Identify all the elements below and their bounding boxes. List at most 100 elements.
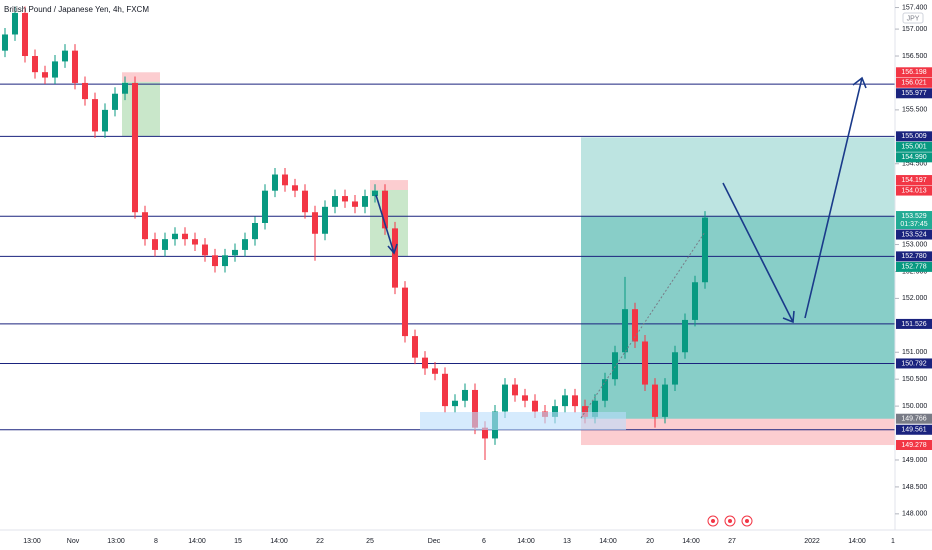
- price-badge: [896, 424, 932, 435]
- price-badge: [896, 358, 932, 369]
- y-tick-label: 148.000: [902, 511, 927, 518]
- candle-body: [132, 82, 138, 213]
- price-badge-label: 154.013: [901, 187, 926, 194]
- price-badge: [896, 251, 932, 262]
- time-axis: [0, 530, 932, 550]
- price-badge: [896, 318, 932, 329]
- candle-body: [32, 56, 38, 73]
- candle-body: [12, 12, 18, 35]
- candle-body: [362, 196, 368, 207]
- candle-body: [632, 309, 638, 342]
- candle-body: [512, 384, 518, 396]
- candle-body: [322, 206, 328, 234]
- x-tick-label: 14:00: [188, 538, 206, 545]
- x-tick-label: 14:00: [848, 538, 866, 545]
- candle-body: [162, 239, 168, 250]
- candle-body: [2, 34, 8, 51]
- candle-body: [502, 384, 508, 412]
- price-badge-label: 155.977: [901, 90, 926, 97]
- y-tick-label: 154.500: [902, 161, 927, 168]
- target-zone: [581, 137, 895, 419]
- price-badge: [896, 131, 932, 142]
- candle-body: [552, 406, 558, 417]
- price-badge: [896, 229, 932, 240]
- price-badge-label: 153.529: [901, 213, 926, 220]
- price-badge-label: 151.526: [901, 321, 926, 328]
- chart-title: British Pound / Japanese Yen, 4h, FXCM: [4, 5, 149, 14]
- price-badge-label: 149.561: [901, 427, 926, 434]
- y-tick-label: 150.500: [902, 376, 927, 383]
- candle-body: [612, 352, 618, 380]
- levels: [0, 83, 895, 431]
- entry-trend-line: [580, 231, 706, 419]
- price-badge: [896, 77, 932, 88]
- profit-zone: [581, 216, 895, 419]
- y-tick-label: 155.500: [902, 107, 927, 114]
- overlay: [375, 76, 867, 527]
- y-tick-label: 148.500: [902, 484, 927, 491]
- candle-body: [652, 384, 658, 417]
- candle-body: [172, 233, 178, 240]
- x-tick-label: 13: [563, 538, 571, 545]
- stop-zone: [581, 418, 895, 446]
- x-tick-label: 13:00: [107, 538, 125, 545]
- x-tick-label: 22: [316, 538, 324, 545]
- candle-body: [582, 406, 588, 417]
- x-tick-label: 14:00: [682, 538, 700, 545]
- price-badge-label: 149.278: [901, 442, 926, 449]
- target-zone: [370, 189, 408, 257]
- axis-labels: 157.400 157.000 156.500 155.500 154.500 153.0…: [23, 4, 932, 545]
- candle-body: [422, 357, 428, 369]
- candle-body: [112, 93, 118, 110]
- price-badge-label: 149.766: [901, 416, 926, 423]
- candle-body: [152, 239, 158, 250]
- candle-body: [702, 217, 708, 283]
- x-tick-label: 15: [234, 538, 242, 545]
- price-badge: [896, 211, 932, 230]
- candle-body: [642, 341, 648, 385]
- x-tick-label: 8: [154, 538, 158, 545]
- candle-body: [252, 222, 258, 240]
- currency-box[interactable]: [902, 12, 924, 24]
- candle-body: [182, 233, 188, 240]
- price-badge: [896, 141, 932, 152]
- candle-body: [122, 82, 128, 94]
- support-zone: [420, 412, 626, 430]
- price-badge-label: 154.990: [901, 154, 926, 161]
- candle-body: [272, 174, 278, 191]
- event-icons[interactable]: [707, 515, 753, 527]
- x-tick-label: 25: [366, 538, 374, 545]
- price-badge-label: 150.792: [901, 360, 926, 367]
- price-badge: [896, 440, 932, 451]
- price-badge: [896, 413, 932, 424]
- price-badge-label: 156.021: [901, 80, 926, 87]
- stop-zone: [122, 72, 160, 82]
- candle-body: [382, 190, 388, 229]
- y-tick-label: 151.000: [902, 349, 927, 356]
- candle-body: [402, 287, 408, 337]
- candle-body: [22, 12, 28, 57]
- candle-body: [572, 395, 578, 407]
- y-tick-label: 153.000: [902, 241, 927, 248]
- candle-body: [72, 50, 78, 83]
- x-tick-label: 13:00: [23, 538, 41, 545]
- price-badge: [896, 152, 932, 163]
- candle-body: [82, 82, 88, 100]
- candle-body: [602, 379, 608, 401]
- y-tick-label: 149.000: [902, 457, 927, 464]
- candle-body: [692, 282, 698, 320]
- candle-body: [442, 373, 448, 407]
- price-badge: [896, 185, 932, 196]
- candle-body: [52, 61, 58, 78]
- candle-body: [392, 228, 398, 288]
- candle-body: [672, 352, 678, 385]
- candle-body: [592, 400, 598, 417]
- event-icon-dot: [728, 519, 732, 523]
- candle-body: [482, 427, 488, 439]
- price-countdown: 01:37:45: [900, 221, 927, 228]
- candle-body: [222, 255, 228, 267]
- price-badge: [896, 67, 932, 78]
